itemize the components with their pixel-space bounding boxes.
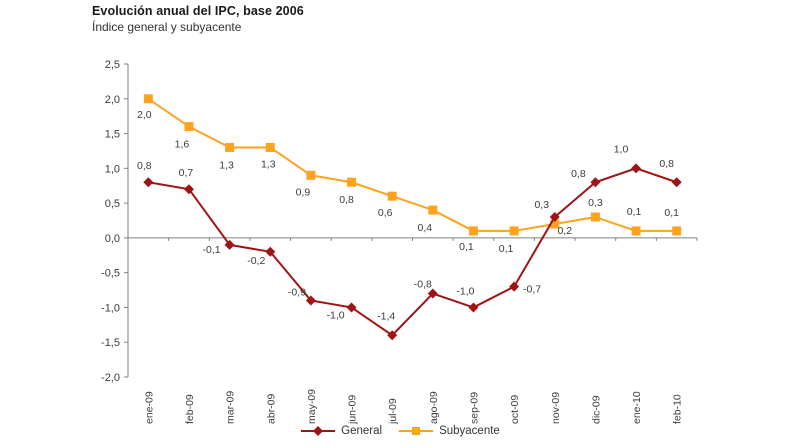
general-data-point-diamond bbox=[509, 281, 520, 292]
general-data-point-diamond bbox=[305, 295, 316, 306]
general-data-point-diamond bbox=[183, 184, 194, 195]
subyacente-data-label: 0,1 bbox=[499, 243, 514, 255]
subyacente-line-square-icon bbox=[399, 427, 434, 435]
subyacente-data-label: 0,4 bbox=[418, 222, 433, 234]
subyacente-data-point-square bbox=[590, 212, 600, 222]
general-data-label: -1,0 bbox=[326, 309, 344, 321]
general-data-label: -0,9 bbox=[288, 286, 306, 298]
x-axis-tick-label: feb-09 bbox=[184, 394, 196, 424]
general-data-label: -0,8 bbox=[414, 279, 432, 291]
subyacente-data-label: 0,1 bbox=[459, 241, 474, 253]
general-data-point-diamond bbox=[468, 302, 479, 313]
subyacente-data-label: 0,6 bbox=[378, 207, 393, 219]
general-line-diamond-icon bbox=[301, 426, 336, 436]
subyacente-series-line bbox=[147, 97, 677, 232]
y-axis-tick-label: -2,0 bbox=[101, 372, 120, 384]
x-axis-tick-label: ene-09 bbox=[143, 391, 155, 424]
subyacente-data-point-square bbox=[265, 142, 275, 152]
subyacente-data-label: 0,2 bbox=[557, 225, 572, 237]
general-data-point-diamond bbox=[143, 177, 154, 188]
chart-title: Evolución anual del IPC, base 2006 bbox=[92, 4, 304, 18]
general-data-label: -1,4 bbox=[377, 310, 395, 322]
y-axis-tick-label: -0,5 bbox=[101, 268, 120, 280]
y-axis-tick-label: 0,0 bbox=[105, 233, 120, 245]
x-axis-tick-label: dic-09 bbox=[590, 395, 602, 424]
x-axis-tick-label: nov-09 bbox=[550, 392, 562, 424]
general-data-label: 0,8 bbox=[137, 160, 152, 172]
subyacente-data-point-square bbox=[387, 191, 397, 201]
subyacente-data-point-square bbox=[306, 170, 316, 180]
legend-label-subyacente: Subyacente bbox=[439, 425, 500, 437]
subyacente-data-label: 1,3 bbox=[261, 158, 276, 170]
x-axis-tick-label: ago-09 bbox=[428, 391, 440, 424]
general-data-point-diamond bbox=[265, 246, 276, 257]
legend-item-subyacente: Subyacente bbox=[398, 425, 500, 437]
subyacente-data-point-square bbox=[468, 226, 478, 236]
y-axis-tick-label: -1,0 bbox=[101, 302, 120, 314]
general-data-label: 0,8 bbox=[659, 158, 674, 170]
general-data-label: 0,8 bbox=[571, 168, 586, 180]
general-data-point-diamond bbox=[224, 239, 235, 250]
legend-item-general: General bbox=[300, 425, 382, 437]
subyacente-data-label: 0,1 bbox=[664, 207, 679, 219]
subyacente-data-label: 0,9 bbox=[296, 186, 311, 198]
general-data-label: 0,7 bbox=[179, 167, 194, 179]
x-axis-tick-label: feb-10 bbox=[672, 394, 684, 424]
general-data-label: -0,7 bbox=[523, 284, 541, 296]
subyacente-data-point-square bbox=[672, 226, 682, 236]
x-axis-tick-label: abr-09 bbox=[265, 393, 277, 424]
general-data-label: 0,3 bbox=[534, 199, 549, 211]
x-axis-tick-label: ene-10 bbox=[631, 391, 643, 424]
x-axis-tick-label: sep-09 bbox=[468, 392, 480, 424]
subyacente-data-point-square bbox=[509, 226, 519, 236]
subyacente-data-point-square bbox=[631, 226, 641, 236]
subyacente-data-point-square bbox=[550, 219, 560, 229]
x-axis-tick-label: may-09 bbox=[306, 389, 318, 424]
general-data-point-diamond bbox=[631, 163, 642, 174]
x-axis-tick-label: mar-09 bbox=[225, 391, 237, 424]
y-axis-tick-label: 0,5 bbox=[105, 198, 120, 210]
general-data-point-diamond bbox=[671, 177, 682, 188]
general-series-line bbox=[148, 167, 678, 337]
subyacente-data-label: 1,6 bbox=[175, 139, 190, 151]
general-data-label: -1,0 bbox=[456, 285, 474, 297]
general-data-point-diamond bbox=[346, 302, 357, 313]
subyacente-data-point-square bbox=[143, 94, 153, 104]
general-data-point-diamond bbox=[549, 212, 560, 223]
general-data-point-diamond bbox=[427, 288, 438, 299]
general-data-label: -0,1 bbox=[203, 244, 221, 256]
subyacente-data-point-square bbox=[347, 177, 357, 187]
y-axis-tick-label: 2,5 bbox=[105, 59, 120, 71]
subyacente-data-label: 2,0 bbox=[137, 109, 152, 121]
general-data-label: -0,2 bbox=[247, 255, 265, 267]
chart-legend: General Subyacente bbox=[0, 425, 800, 437]
subyacente-data-label: 0,1 bbox=[627, 206, 642, 218]
x-axis-tick-label: oct-09 bbox=[509, 395, 521, 424]
x-axis-tick-label: jul-09 bbox=[387, 398, 399, 425]
general-data-point-diamond bbox=[387, 330, 398, 341]
y-axis-tick-label: 1,5 bbox=[105, 129, 120, 141]
subyacente-data-label: 0,8 bbox=[339, 194, 354, 206]
general-data-label: 1,0 bbox=[614, 143, 629, 155]
x-axis-tick-label: jun-09 bbox=[347, 395, 359, 425]
general-data-point-diamond bbox=[590, 177, 601, 188]
subyacente-data-label: 0,3 bbox=[588, 197, 603, 209]
chart-subtitle: Índice general y subyacente bbox=[92, 20, 242, 34]
subyacente-data-point-square bbox=[184, 122, 194, 132]
subyacente-data-point-square bbox=[225, 142, 235, 152]
subyacente-data-point-square bbox=[428, 205, 438, 215]
y-axis-tick-label: 2,0 bbox=[105, 94, 120, 106]
y-axis-tick-label: 1,0 bbox=[105, 163, 120, 175]
subyacente-data-label: 1,3 bbox=[219, 159, 234, 171]
legend-label-general: General bbox=[341, 425, 383, 437]
y-axis-tick-label: -1,5 bbox=[101, 337, 120, 349]
